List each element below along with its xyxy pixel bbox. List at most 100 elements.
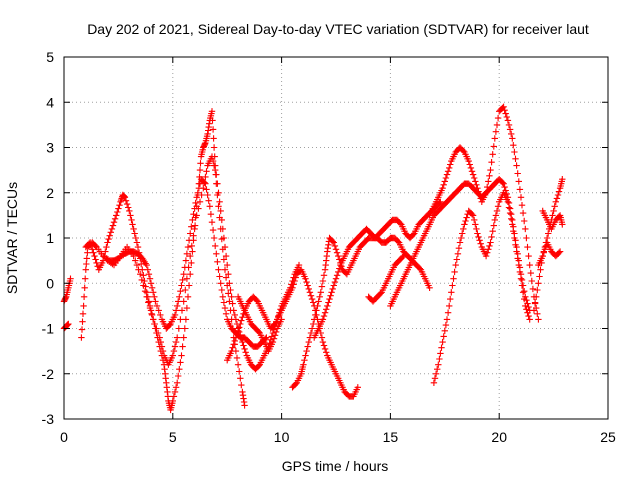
data-point-marker [505,121,513,129]
series-arc-f [224,266,361,400]
data-point-marker [229,325,236,332]
data-point-marker [210,234,218,242]
data-point-marker [182,316,190,323]
y-tick-labels: -3 -2 -1 0 1 2 3 4 5 [42,49,55,427]
data-point-marker [239,314,246,321]
data-point-marker [467,164,475,172]
data-point-marker [217,280,224,287]
data-point-marker [270,321,278,329]
data-point-marker [320,342,328,349]
data-point-marker [240,395,247,402]
y-tick-label: 2 [46,185,54,201]
data-point-marker [321,266,329,273]
data-point-marker [222,252,230,260]
data-point-marker [318,283,326,290]
data-point-marker [202,180,209,187]
series-arc-g [234,293,285,355]
data-point-marker [440,181,447,188]
data-point-marker [238,335,245,342]
data-point-marker [518,202,526,209]
data-point-marker [508,130,515,138]
data-point-marker [306,289,314,296]
data-point-marker [89,246,96,253]
data-point-marker [86,239,94,246]
data-point-marker [523,306,530,313]
data-point-marker [255,362,262,369]
data-point-marker [324,245,331,252]
data-point-marker [432,370,440,377]
data-point-marker [188,259,195,267]
data-point-marker [332,246,340,253]
data-point-marker [255,328,262,336]
data-point-marker [292,380,299,388]
data-point-marker [182,286,189,294]
y-tick-label: 5 [46,49,54,65]
data-point-marker [157,311,164,319]
data-point-marker [175,298,182,305]
data-point-marker [500,103,507,110]
data-point-marker [90,249,97,256]
data-point-marker [88,242,95,250]
data-point-marker [335,252,342,260]
data-point-marker [501,107,508,114]
data-point-marker [518,276,526,284]
data-point-marker [441,178,448,185]
data-point-marker [82,275,89,282]
data-point-marker [459,230,466,237]
data-point-marker [108,225,116,233]
data-point-marker [487,166,494,174]
data-point-marker [305,285,312,293]
data-point-marker [238,381,245,389]
data-point-marker [321,345,329,353]
data-point-marker [554,191,562,199]
data-point-marker [508,215,515,222]
data-point-marker [150,316,157,323]
data-point-marker [460,225,467,233]
data-point-marker [316,293,323,300]
data-point-marker [210,135,217,142]
data-point-marker [170,393,178,400]
data-point-marker [125,204,132,211]
data-point-marker [102,248,109,255]
data-point-marker [138,276,145,284]
data-point-marker [195,180,203,187]
data-point-marker [517,275,525,282]
data-point-marker [326,295,333,303]
data-point-marker [91,252,98,260]
data-point-marker [180,334,187,341]
data-point-marker [133,239,141,246]
data-point-marker [210,144,218,151]
data-point-marker [513,248,520,255]
data-point-marker [511,148,518,156]
data-point-marker [518,282,526,289]
data-point-marker [449,282,456,289]
data-point-marker [487,239,494,246]
data-point-marker [180,298,187,305]
data-point-marker [325,299,332,306]
data-point-marker [241,345,248,353]
series-arc-j [365,252,407,305]
data-point-marker [207,211,215,218]
data-point-marker [179,276,186,284]
data-point-marker [521,288,528,295]
data-point-marker [533,293,540,300]
y-tick-label: -3 [42,411,55,427]
data-point-marker [472,221,479,228]
data-point-marker [319,316,327,323]
data-point-marker [555,249,563,256]
data-point-marker [157,338,164,346]
data-point-marker [178,352,185,359]
data-point-marker [303,278,310,286]
x-tick-label: 20 [491,429,507,445]
data-point-marker [79,318,86,325]
data-point-marker [491,216,498,224]
data-point-marker [534,286,541,294]
data-point-marker [488,159,495,166]
data-point-marker [524,309,531,316]
data-point-marker [169,352,176,359]
data-point-marker [438,344,445,351]
data-point-marker [500,180,507,187]
data-point-marker [209,157,217,165]
data-point-marker [204,130,211,138]
data-point-marker [132,257,139,264]
